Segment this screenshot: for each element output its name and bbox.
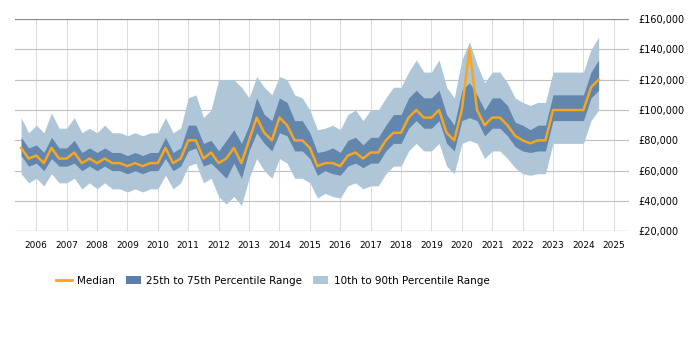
Legend: Median, 25th to 75th Percentile Range, 10th to 90th Percentile Range: Median, 25th to 75th Percentile Range, 1… xyxy=(52,272,494,290)
